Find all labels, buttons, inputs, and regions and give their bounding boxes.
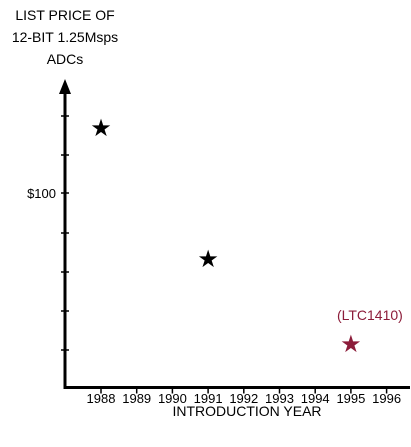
x-tick-label: 1996: [372, 391, 401, 406]
x-tick-label: 1988: [87, 391, 116, 406]
x-tick-label: 1992: [229, 391, 258, 406]
y-axis-title: LIST PRICE OF 12-BIT 1.25Msps ADCs: [12, 7, 118, 67]
data-point-star: ★: [340, 330, 362, 358]
y-axis-title-line-1: LIST PRICE OF: [15, 7, 114, 23]
data-point-label: (LTC1410): [337, 307, 403, 323]
x-tick-label: 1990: [158, 391, 187, 406]
data-points: ★ ★ ★ (LTC1410): [90, 114, 403, 358]
y-axis-title-line-3: ADCs: [47, 51, 84, 67]
data-point-star: ★: [197, 245, 219, 273]
y-axis-title-line-2: 12-BIT 1.25Msps: [12, 29, 118, 45]
x-axis-ticks: 1988 1989 1990 1991 1992 1993 1994 1995 1996: [87, 387, 401, 406]
x-tick-label: 1989: [122, 391, 151, 406]
x-tick-label: 1995: [336, 391, 365, 406]
x-axis-title: INTRODUCTION YEAR: [172, 403, 321, 419]
x-tick-label: 1991: [194, 391, 223, 406]
y-axis-minor-ticks: [61, 115, 69, 351]
data-point-star: ★: [90, 114, 112, 142]
y-axis-arrowhead: [59, 79, 71, 94]
y-axis-major-ticks: $100: [27, 186, 69, 201]
y-tick-label: $100: [27, 186, 56, 201]
x-tick-label: 1993: [265, 391, 294, 406]
x-tick-label: 1994: [301, 391, 330, 406]
